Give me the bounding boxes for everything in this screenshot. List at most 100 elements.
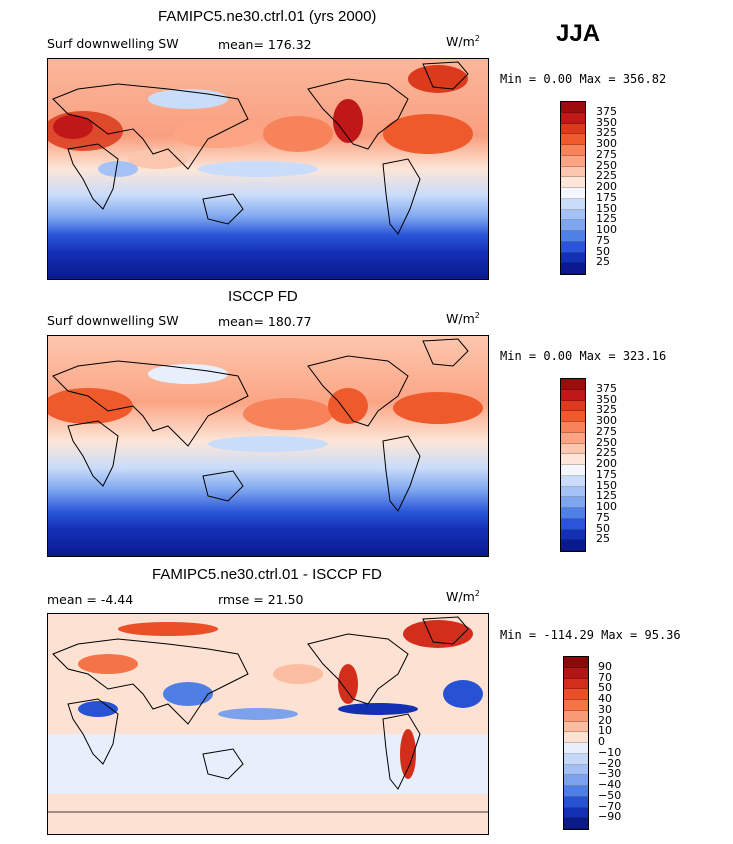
panel-2-units: W/m2 (446, 311, 480, 327)
colorbar-label: 300 (596, 414, 617, 427)
panel-1-title: FAMIPC5.ne30.ctrl.01 (yrs 2000) (158, 8, 377, 25)
colorbar-label: 325 (596, 403, 617, 417)
colorbar-swatch (561, 123, 585, 135)
colorbar-label: 175 (596, 190, 617, 204)
colorbar-swatch (561, 102, 585, 113)
panel-1-variable-label: Surf downwelling SW (47, 36, 179, 51)
colorbar-swatch (564, 700, 588, 711)
colorbar-swatch (561, 220, 585, 231)
colorbar-swatch (564, 807, 588, 819)
colorbar-swatch (561, 389, 585, 401)
colorbar-label: 125 (596, 212, 617, 226)
colorbar-swatch (561, 529, 585, 541)
panel-3-map (47, 613, 489, 835)
colorbar-label: 0 (598, 735, 605, 748)
panel-2-map-svg (48, 336, 488, 556)
colorbar-label: 150 (596, 478, 617, 492)
colorbar-label: 75 (596, 233, 610, 247)
colorbar-label: 350 (596, 115, 617, 129)
colorbar-label: 75 (596, 510, 610, 524)
panel-2-title: ISCCP FD (228, 288, 298, 305)
colorbar-swatch (561, 443, 585, 455)
colorbar-swatch (561, 241, 585, 253)
colorbar-label: 225 (596, 169, 617, 183)
colorbar-swatch (561, 432, 585, 444)
colorbar-swatch (561, 177, 585, 188)
colorbar-swatch (561, 252, 585, 264)
colorbar-label: 225 (596, 446, 617, 460)
colorbar-label: 100 (596, 500, 617, 513)
panel-2-mean-label: mean= 180.77 (218, 314, 312, 329)
colorbar-label: 100 (596, 223, 617, 236)
colorbar-label: 200 (596, 180, 617, 193)
colorbar-label: 350 (596, 392, 617, 406)
colorbar-swatch (561, 422, 585, 433)
colorbar-swatch (564, 743, 588, 754)
panel-1-colorbar (560, 101, 586, 275)
colorbar-label: 250 (596, 158, 617, 172)
colorbar-label: 50 (596, 244, 610, 258)
colorbar-swatch (561, 145, 585, 156)
colorbar-label: 20 (598, 713, 612, 727)
colorbar-swatch (564, 657, 588, 668)
colorbar-label: −20 (598, 756, 622, 770)
colorbar-swatch (564, 786, 588, 797)
colorbar-label: −90 (598, 810, 622, 824)
colorbar-swatch (561, 134, 585, 145)
colorbar-label: 25 (596, 255, 610, 269)
colorbar-swatch (564, 753, 588, 765)
panel-1-minmax: Min = 0.00 Max = 356.82 (500, 72, 667, 86)
panel-3-title: FAMIPC5.ne30.ctrl.01 - ISCCP FD (152, 566, 382, 583)
colorbar-swatch (564, 764, 588, 776)
colorbar-label: 50 (596, 521, 610, 535)
colorbar-label: −30 (598, 767, 622, 781)
colorbar-swatch (561, 497, 585, 508)
colorbar-swatch (561, 465, 585, 476)
season-label: JJA (556, 20, 601, 47)
colorbar-swatch (561, 198, 585, 210)
colorbar-label: 10 (598, 724, 612, 738)
panel-3-colorbar (563, 656, 589, 830)
colorbar-label: 30 (598, 702, 612, 716)
colorbar-swatch (561, 209, 585, 221)
colorbar-swatch (561, 475, 585, 487)
colorbar-label: −40 (598, 778, 622, 791)
colorbar-label: 25 (596, 532, 610, 546)
colorbar-swatch (564, 775, 588, 786)
colorbar-swatch (564, 818, 588, 829)
colorbar-swatch (561, 188, 585, 199)
colorbar-label: 375 (596, 381, 617, 395)
panel-3-mean-label: mean = -4.44 (47, 592, 134, 607)
colorbar-swatch (561, 540, 585, 551)
colorbar-swatch (561, 508, 585, 519)
colorbar-swatch (561, 518, 585, 530)
colorbar-label: 275 (596, 147, 617, 161)
colorbar-label: 150 (596, 201, 617, 215)
colorbar-swatch (561, 486, 585, 498)
colorbar-label: 275 (596, 424, 617, 438)
colorbar-label: −70 (598, 799, 622, 813)
panel-2-map (47, 335, 489, 557)
colorbar-label: 175 (596, 467, 617, 481)
colorbar-label: 250 (596, 435, 617, 449)
colorbar-swatch (564, 721, 588, 733)
panel-1-map-svg (48, 59, 488, 279)
colorbar-label: 200 (596, 457, 617, 470)
colorbar-swatch (564, 732, 588, 743)
colorbar-swatch (561, 112, 585, 124)
panel-2-colorbar (560, 378, 586, 552)
panel-3-map-svg (48, 614, 488, 834)
colorbar-swatch (561, 400, 585, 412)
colorbar-label: 40 (598, 692, 612, 705)
panel-1-mean-label: mean= 176.32 (218, 37, 312, 52)
colorbar-swatch (564, 710, 588, 722)
colorbar-swatch (561, 155, 585, 167)
colorbar-label: −10 (598, 745, 622, 759)
colorbar-label: −50 (598, 788, 622, 802)
colorbar-swatch (561, 379, 585, 390)
colorbar-label: 70 (598, 670, 612, 684)
panel-3-rmse-label: rmse = 21.50 (218, 592, 304, 607)
colorbar-label: 325 (596, 126, 617, 140)
colorbar-label: 50 (598, 681, 612, 695)
colorbar-swatch (561, 231, 585, 242)
